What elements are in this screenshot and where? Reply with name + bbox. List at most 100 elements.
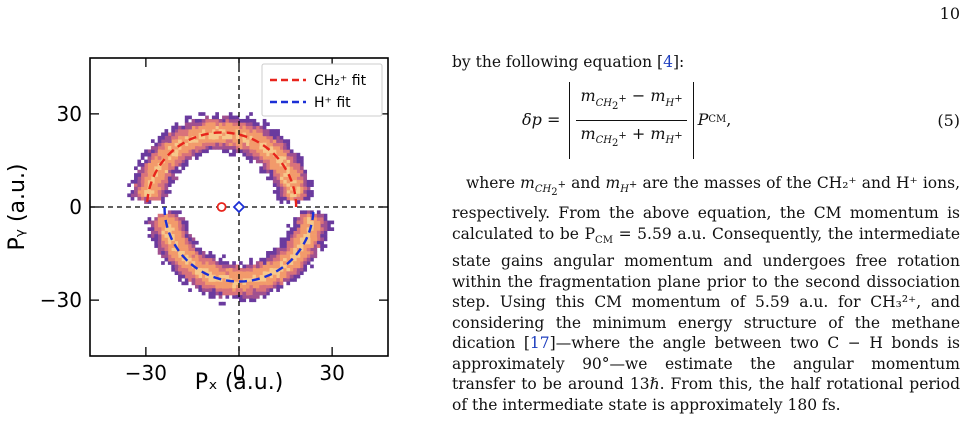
density-bin [259, 284, 264, 289]
citation-link[interactable]: 4 [663, 53, 673, 71]
density-bin [208, 291, 213, 296]
density-bin [194, 264, 199, 269]
density-bin [286, 223, 291, 228]
density-bin [174, 156, 179, 160]
density-bin [211, 284, 216, 289]
density-bin [276, 261, 280, 265]
density-bin [279, 146, 284, 150]
density-bin [242, 132, 247, 137]
density-bin [239, 122, 243, 127]
density-bin [232, 135, 236, 140]
density-bin [181, 156, 186, 160]
density-bin [205, 115, 209, 120]
density-bin [249, 125, 253, 130]
density-bin [313, 240, 318, 245]
density-bin [184, 115, 189, 120]
density-bin [154, 186, 159, 191]
density-bin [316, 230, 321, 235]
density-bin [330, 220, 335, 225]
density-bin [184, 251, 189, 255]
density-bin [242, 295, 247, 299]
density-bin [276, 146, 280, 150]
density-bin [140, 152, 145, 157]
density-bin [164, 142, 169, 147]
density-bin [232, 264, 236, 269]
density-bin [164, 139, 169, 143]
density-bin [218, 146, 223, 150]
density-bin [232, 288, 236, 292]
density-bin [174, 135, 179, 140]
density-bin [235, 142, 240, 147]
citation-link-17[interactable]: 17 [529, 334, 550, 353]
density-bin [279, 159, 284, 164]
body-text-column: by the following equation [4]: δp = mCH2… [452, 52, 960, 415]
density-bin [188, 274, 192, 279]
density-bin [310, 237, 314, 242]
density-bin [191, 125, 196, 130]
density-bin [174, 139, 179, 143]
density-bin [320, 217, 324, 221]
density-bin [242, 122, 247, 127]
density-bin [181, 217, 186, 221]
density-bin [266, 281, 270, 286]
density-bin [249, 288, 253, 292]
density-bin [279, 176, 284, 181]
density-bin [225, 267, 230, 272]
density-bin [150, 169, 155, 174]
density-bin [316, 213, 321, 218]
density-bin [150, 227, 155, 232]
density-bin [310, 240, 314, 245]
density-bin [266, 291, 270, 296]
density-bin [215, 125, 219, 130]
density-bin [211, 122, 216, 127]
density-bin [188, 135, 192, 140]
density-bin [157, 135, 162, 140]
density-bin [144, 162, 148, 167]
density-bin [164, 132, 169, 137]
density-bin [296, 223, 301, 228]
density-bin [208, 125, 213, 130]
density-bin [208, 274, 213, 279]
density-bin [245, 122, 250, 127]
density-bin [144, 159, 148, 164]
density-bin [279, 142, 284, 147]
density-bin [249, 156, 253, 160]
density-bin [218, 271, 223, 276]
density-bin [181, 159, 186, 164]
density-bin [222, 132, 226, 137]
density-bin [293, 169, 297, 174]
density-bin [279, 190, 284, 194]
density-bin [293, 162, 297, 167]
density-bin [178, 230, 182, 235]
density-bin [255, 261, 260, 265]
density-bin [235, 135, 240, 140]
density-bin [306, 244, 311, 248]
density-bin [198, 281, 203, 286]
density-bin [225, 125, 230, 130]
density-bin [266, 284, 270, 289]
density-bin [296, 159, 301, 164]
density-bin [235, 281, 240, 286]
density-bin [201, 267, 206, 272]
density-bin [161, 223, 165, 228]
density-bin [198, 122, 203, 127]
density-bin [164, 183, 169, 187]
density-bin [198, 247, 203, 252]
density-bin [293, 156, 297, 160]
density-bin [174, 217, 179, 221]
density-bin [181, 267, 186, 272]
density-bin [283, 244, 287, 248]
density-bin [198, 267, 203, 272]
density-bin [266, 159, 270, 164]
density-bin [225, 271, 230, 276]
density-bin [171, 247, 175, 252]
density-bin [276, 251, 280, 255]
density-bin [299, 217, 304, 221]
density-bin [259, 125, 264, 130]
density-bin [316, 240, 321, 245]
density-bin [164, 240, 169, 245]
density-bin [242, 152, 247, 157]
density-bin [283, 152, 287, 157]
density-bin [242, 284, 247, 289]
density-bin [283, 156, 287, 160]
